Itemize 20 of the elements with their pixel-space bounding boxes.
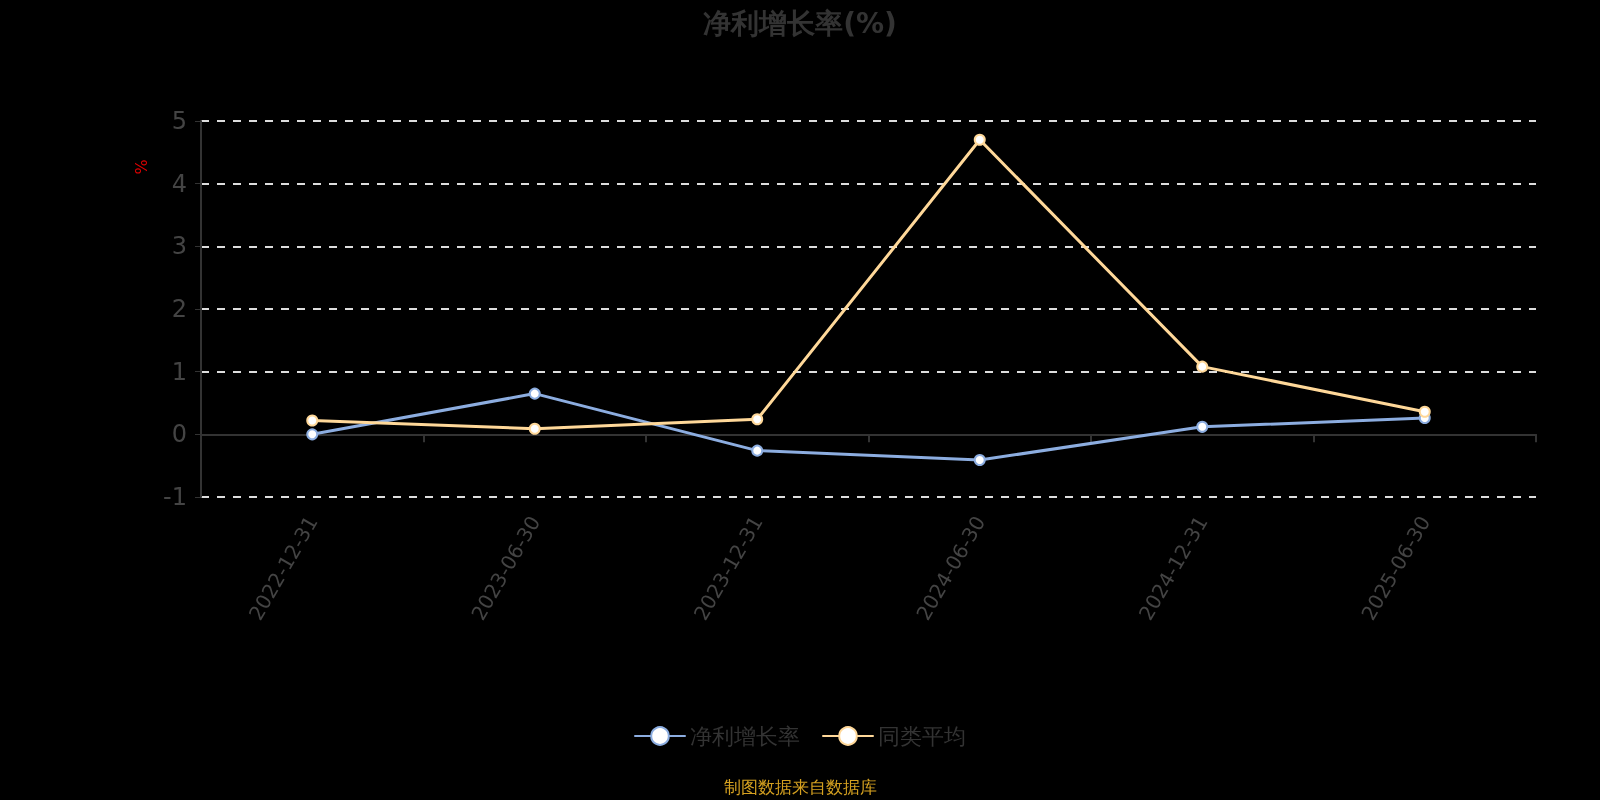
y-tick-label: 3 [171,232,187,261]
y-tick-label: 4 [171,169,187,198]
y-tick-label: 1 [171,357,187,386]
point [528,387,541,400]
point [973,454,986,467]
y-tick-label: 2 [171,295,187,323]
point [1196,420,1209,433]
point [1418,405,1431,418]
point [751,413,764,426]
point [528,422,541,435]
point [1196,360,1209,373]
y-tick-label: -1 [163,483,187,511]
point [973,133,986,146]
y-tick-label: 0 [171,420,187,449]
point [306,428,319,441]
text: 制图数据来自数据库 [723,776,877,797]
y-tick-label: 5 [171,107,187,135]
point [306,414,319,427]
point [751,444,764,457]
y-axis-title: % [131,159,151,175]
